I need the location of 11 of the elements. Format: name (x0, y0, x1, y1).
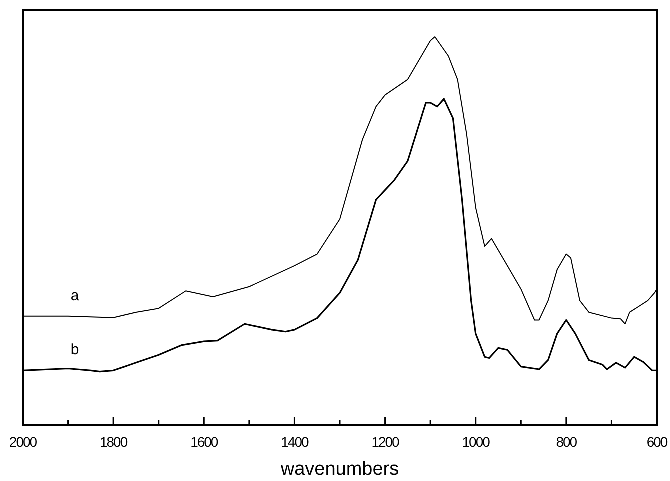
x-axis-title: wavenumbers (280, 459, 400, 480)
x-tick-label: 1400 (281, 434, 310, 450)
x-tick-label: 1200 (372, 434, 400, 450)
x-tick-label: 1800 (100, 434, 128, 450)
annotation: b (70, 342, 80, 359)
x-tick-label: 1600 (190, 434, 219, 450)
x-tick-label: 2000 (9, 434, 38, 450)
annotation: a (70, 287, 80, 304)
x-tick-label: 600 (646, 434, 668, 450)
x-tick-label: 1000 (462, 434, 491, 450)
x-tick-label: 800 (556, 434, 578, 450)
